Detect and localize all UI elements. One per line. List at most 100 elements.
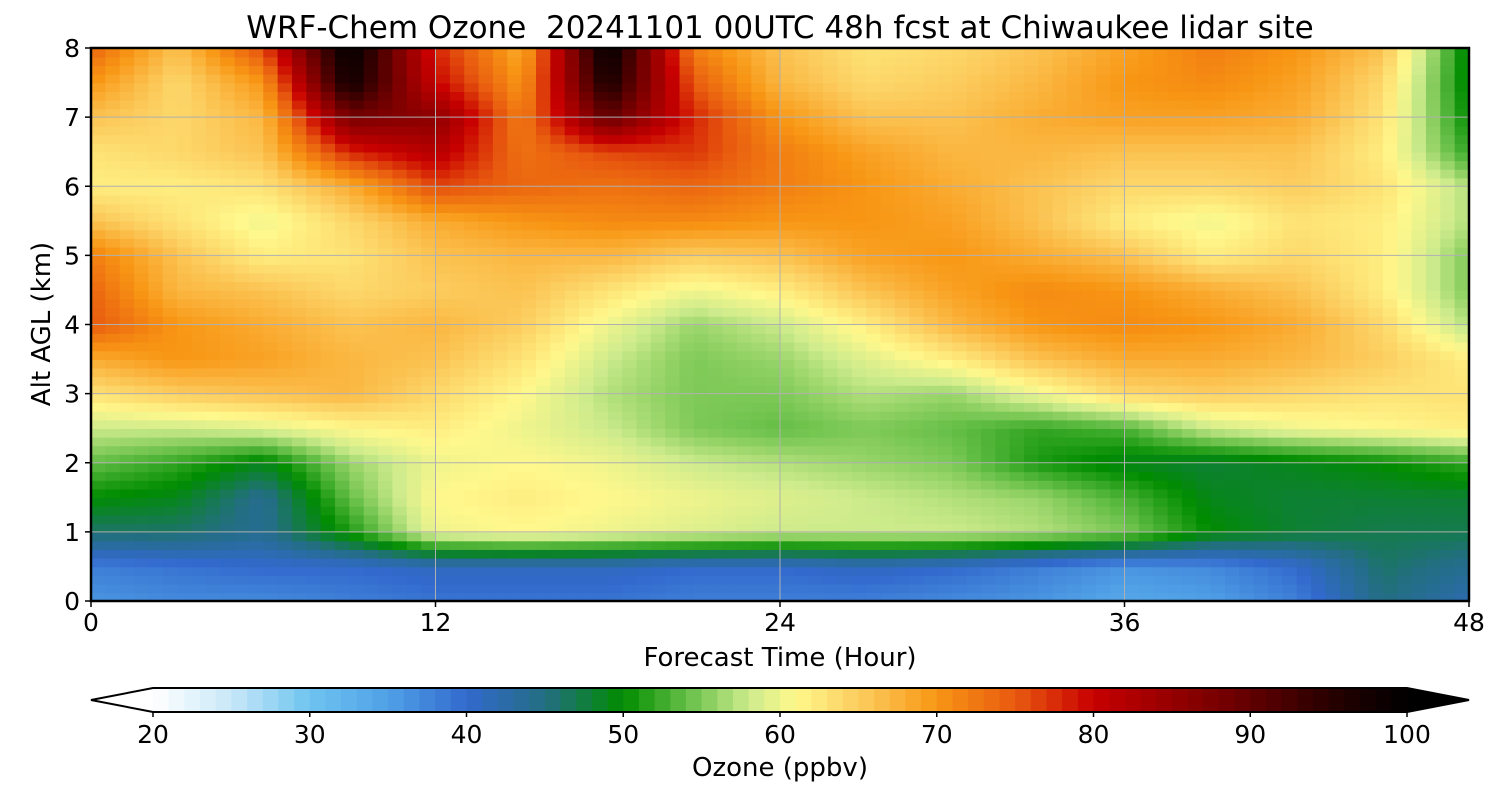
- heatmap-cell: [349, 410, 365, 421]
- heatmap-cell: [320, 333, 336, 343]
- heatmap-cell: [306, 203, 322, 213]
- heatmap-cell: [406, 592, 422, 601]
- heatmap-cell: [1196, 514, 1212, 525]
- heatmap-cell: [1081, 376, 1097, 386]
- heatmap-cell: [148, 272, 164, 283]
- heatmap-cell: [234, 454, 250, 464]
- heatmap-cell: [579, 177, 595, 188]
- heatmap-cell: [1067, 566, 1083, 576]
- heatmap-cell: [1138, 255, 1155, 265]
- heatmap-cell: [851, 194, 867, 205]
- heatmap-cell: [263, 194, 279, 205]
- heatmap-cell: [449, 255, 466, 265]
- heatmap-cell: [1067, 359, 1083, 369]
- heatmap-cell: [335, 531, 351, 542]
- heatmap-cell: [923, 160, 939, 170]
- heatmap-cell: [1124, 177, 1140, 188]
- heatmap-cell: [593, 238, 609, 248]
- heatmap-cell: [191, 454, 207, 464]
- heatmap-cell: [1454, 168, 1469, 179]
- heatmap-cell: [593, 281, 609, 291]
- heatmap-cell: [1167, 436, 1183, 447]
- heatmap-cell: [191, 480, 207, 490]
- heatmap-cell: [1397, 281, 1413, 291]
- heatmap-cell: [349, 168, 365, 179]
- heatmap-cell: [449, 177, 466, 188]
- heatmap-cell: [837, 359, 853, 369]
- heatmap-cell: [808, 531, 824, 542]
- heatmap-cell: [1124, 367, 1140, 378]
- heatmap-cell: [550, 203, 566, 213]
- heatmap-cell: [392, 557, 408, 568]
- heatmap-cell: [665, 160, 681, 170]
- heatmap-cell: [1081, 203, 1097, 213]
- heatmap-cell: [535, 549, 552, 559]
- heatmap-cell: [464, 531, 480, 542]
- heatmap-cell: [478, 566, 494, 576]
- heatmap-cell: [1196, 367, 1212, 378]
- heatmap-cell: [406, 402, 422, 412]
- heatmap-cell: [119, 168, 135, 179]
- heatmap-cell: [1397, 540, 1413, 550]
- heatmap-cell: [866, 488, 882, 499]
- heatmap-cell: [1138, 575, 1155, 585]
- heatmap-cell: [1181, 592, 1198, 601]
- heatmap-cell: [722, 575, 738, 585]
- heatmap-cell: [148, 471, 164, 481]
- heatmap-cell: [650, 540, 666, 550]
- heatmap-cell: [134, 410, 150, 421]
- heatmap-cell: [1009, 531, 1025, 542]
- heatmap-cell: [464, 367, 480, 378]
- heatmap-cell: [1368, 324, 1384, 334]
- heatmap-cell: [435, 592, 451, 601]
- heatmap-cell: [406, 462, 422, 473]
- heatmap-cell: [277, 402, 293, 412]
- heatmap-cell: [751, 531, 767, 542]
- heatmap-cell: [162, 557, 178, 568]
- heatmap-cell: [521, 436, 537, 447]
- heatmap-cell: [1196, 333, 1212, 343]
- heatmap-cell: [579, 376, 595, 386]
- heatmap-cell: [1210, 350, 1226, 360]
- heatmap-cell: [693, 549, 710, 559]
- heatmap-cell: [1081, 557, 1097, 568]
- heatmap-cell: [1052, 505, 1068, 516]
- heatmap-cell: [1095, 177, 1111, 188]
- heatmap-cell: [923, 592, 939, 601]
- heatmap-cell: [349, 471, 365, 481]
- heatmap-cell: [205, 566, 221, 576]
- heatmap-cell: [564, 523, 580, 533]
- heatmap-cell: [650, 298, 666, 309]
- heatmap-cell: [1268, 298, 1284, 309]
- heatmap-cell: [952, 583, 968, 594]
- heatmap-cell: [1153, 557, 1169, 568]
- heatmap-cell: [306, 592, 322, 601]
- heatmap-cell: [1454, 436, 1469, 447]
- heatmap-cell: [794, 333, 810, 343]
- heatmap-cell: [105, 583, 121, 594]
- heatmap-cell: [1296, 393, 1312, 404]
- heatmap-cell: [765, 583, 781, 594]
- heatmap-cell: [91, 151, 107, 162]
- heatmap-cell: [1282, 246, 1298, 257]
- heatmap-cell: [1124, 497, 1140, 507]
- heatmap-cell: [535, 488, 552, 499]
- heatmap-cell: [1325, 238, 1341, 248]
- heatmap-cell: [1210, 220, 1226, 231]
- heatmap-cell: [1196, 549, 1212, 559]
- heatmap-cell: [392, 454, 408, 464]
- heatmap-cell: [1325, 177, 1341, 188]
- heatmap-cell: [1440, 315, 1456, 326]
- heatmap-cell: [693, 333, 710, 343]
- heatmap-cell: [579, 359, 595, 369]
- heatmap-cell: [823, 505, 839, 516]
- heatmap-cell: [1296, 359, 1312, 369]
- heatmap-cell: [636, 531, 652, 542]
- heatmap-cell: [1052, 160, 1068, 170]
- heatmap-cell: [335, 298, 351, 309]
- heatmap-cell: [363, 384, 379, 395]
- heatmap-cell: [1181, 203, 1198, 213]
- heatmap-cell: [277, 168, 293, 179]
- heatmap-cell: [1110, 151, 1126, 162]
- heatmap-cell: [406, 186, 422, 196]
